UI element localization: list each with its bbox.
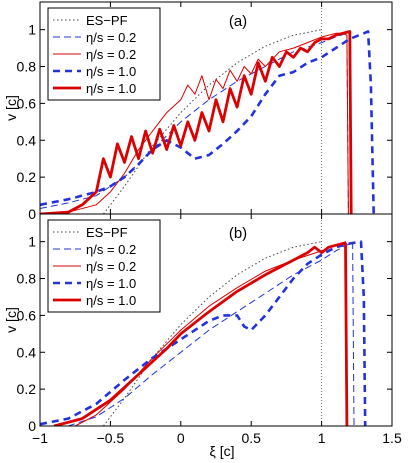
panel-b: 0 0.2 0.4 0.6 0.8 1 −1 −0.5 0 0.5 1 1.5 v [c] (b) ES−P… [3,213,402,446]
y-tick-label: 0 [28,418,36,434]
x-tick-label: 1.5 [382,430,402,446]
series-line-thick-dashed-blue [40,240,367,426]
y-tick-label: 0.6 [17,307,37,323]
x-tick-label: −1 [32,430,48,446]
y-tick-label: 1 [28,234,36,250]
y-tick-label: 0.6 [17,95,37,111]
y-tick-label: 0.8 [17,59,37,75]
y-tick-label: 0.8 [17,271,37,287]
legend-entry: η/s = 0.2 [86,30,136,45]
legend-entry: η/s = 0.2 [86,47,136,62]
legend-entry: ES−PF [86,13,128,28]
panel-a: 0 0.2 0.4 0.6 0.8 1 v [c] (a) ES−PF η/s = 0.2 η/s … [3,1,393,222]
y-axis-label: v [c] [3,307,19,333]
series-line-thin-red [40,32,349,214]
y-axis-label: v [c] [3,95,19,121]
x-tick-label: −0.5 [97,430,125,446]
legend-entry: η/s = 1.0 [86,64,136,79]
series-line-thick-red [53,242,349,426]
x-axis-label: ξ [c] [210,443,235,459]
x-tick-label: 1 [318,430,326,446]
series-line-thin-dashed-blue [68,241,355,426]
legend-entry: η/s = 0.2 [86,242,136,257]
axes-frame [39,213,393,427]
legend-entry: η/s = 0.2 [86,259,136,274]
y-tick-label: 0.4 [17,132,37,148]
legend-entry: η/s = 1.0 [86,81,136,96]
legend-entry: η/s = 1.0 [86,276,136,291]
y-tick-label: 0.2 [17,381,37,397]
series-line-thick-dashed-blue [40,30,375,214]
panel-label: (b) [229,225,247,242]
y-tick-label: 0 [28,206,36,222]
y-tick-label: 0.4 [17,344,37,360]
panel-label: (a) [229,13,247,30]
y-tick-label: 0.2 [17,169,37,185]
legend-entry: ES−PF [86,225,128,240]
legend-entry: η/s = 1.0 [86,293,136,308]
series-line-thick-red [40,30,353,214]
x-tick-label: 0.5 [241,430,261,446]
x-tick-label: 0 [177,430,185,446]
y-tick-label: 1 [28,22,36,38]
